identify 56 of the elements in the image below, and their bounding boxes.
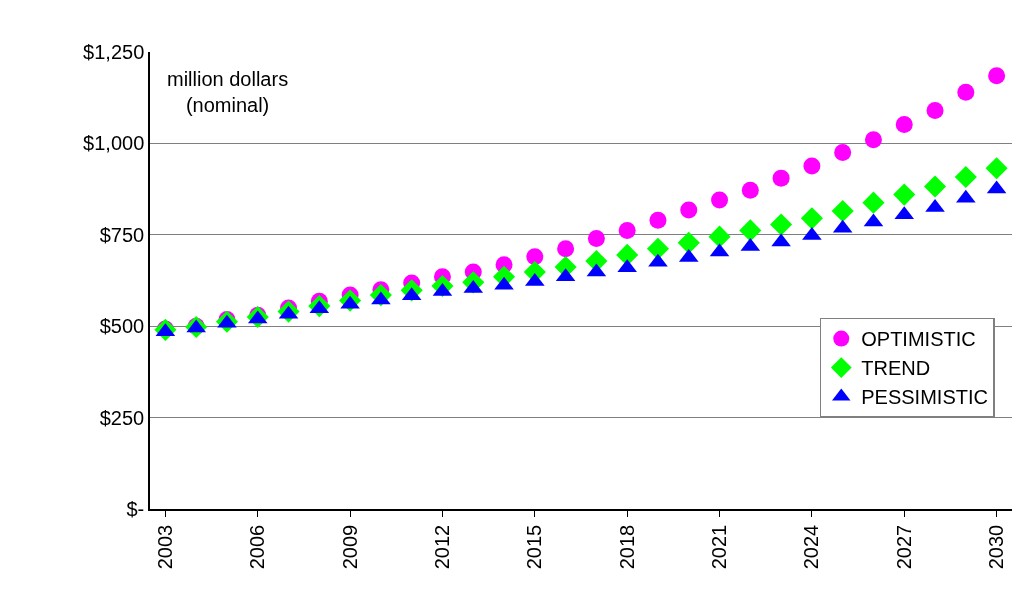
point xyxy=(771,233,791,247)
legend-label: TREND xyxy=(861,357,931,380)
point xyxy=(800,207,823,230)
point xyxy=(739,219,762,242)
y-tick-label: $500 xyxy=(99,315,145,338)
point xyxy=(648,253,668,267)
point xyxy=(988,67,1006,85)
x-tick-label: 2030 xyxy=(985,524,1008,570)
y-tick-label: $250 xyxy=(99,406,145,429)
x-tick-label: 2018 xyxy=(615,524,638,570)
point xyxy=(803,157,821,175)
point xyxy=(557,240,575,258)
annotation: million dollars (nominal) xyxy=(167,68,289,116)
x-tick-label: 2024 xyxy=(800,524,823,570)
point xyxy=(494,276,514,290)
point xyxy=(618,221,636,239)
x-tick-label: 2003 xyxy=(153,524,176,570)
point xyxy=(711,191,729,209)
point xyxy=(956,189,976,203)
x-tick-label: 2021 xyxy=(708,524,731,570)
point xyxy=(834,144,852,162)
point xyxy=(708,225,731,248)
point xyxy=(895,115,913,133)
y-tick-label: $1,250 xyxy=(83,41,145,63)
point xyxy=(893,183,916,206)
point xyxy=(646,237,670,260)
point xyxy=(649,211,667,229)
point xyxy=(741,181,759,199)
point xyxy=(862,191,885,214)
point xyxy=(526,248,544,266)
point xyxy=(587,229,605,247)
y-tick-label: $- xyxy=(126,498,145,520)
point xyxy=(371,291,391,305)
x-tick-label: 2027 xyxy=(892,524,915,570)
x-tick-label: 2009 xyxy=(338,524,361,570)
y-tick-label: $750 xyxy=(99,223,145,246)
point xyxy=(831,199,854,223)
point xyxy=(616,243,639,266)
legend-label: OPTIMISTIC xyxy=(861,328,976,351)
point xyxy=(680,201,698,219)
point xyxy=(923,175,947,198)
x-tick-label: 2015 xyxy=(523,524,546,570)
x-tick-label: 2012 xyxy=(430,524,453,570)
legend-label: PESSIMISTIC xyxy=(861,386,988,409)
point xyxy=(954,165,977,189)
y-tick-label: $1,000 xyxy=(83,132,145,155)
point xyxy=(926,102,944,119)
point xyxy=(957,83,975,101)
point xyxy=(985,157,1008,180)
point xyxy=(340,295,360,309)
x-tick-label: 2006 xyxy=(246,524,269,570)
point xyxy=(772,169,790,187)
point xyxy=(864,131,882,149)
point xyxy=(677,231,700,254)
point xyxy=(770,213,793,236)
point xyxy=(925,198,945,212)
